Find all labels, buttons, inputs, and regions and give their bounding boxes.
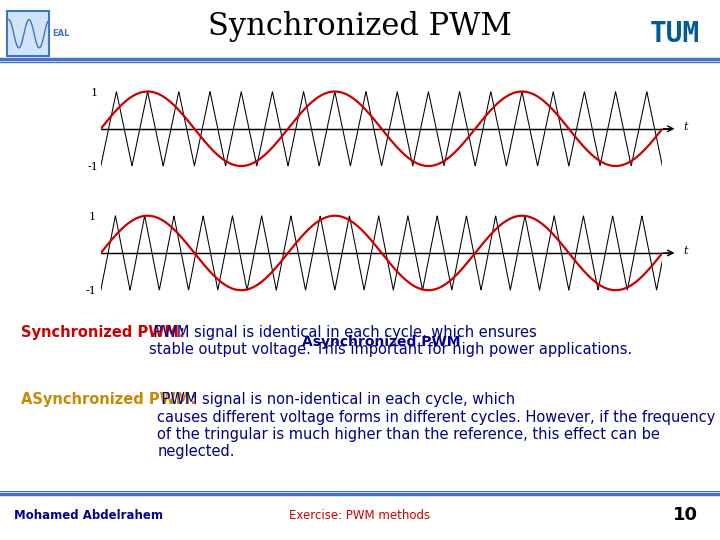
Bar [7, 11, 49, 56]
Text: PWM signal is identical in each cycle, which ensures
stable output voltage. This: PWM signal is identical in each cycle, w… [149, 325, 632, 357]
Text: Synchronized PWM: Synchronized PWM [208, 11, 512, 42]
Text: Synchronized PWM: Synchronized PWM [307, 211, 456, 225]
Text: 10: 10 [673, 506, 698, 524]
Text: Mohamed Abdelrahem: Mohamed Abdelrahem [14, 509, 163, 522]
Text: t: t [683, 122, 688, 132]
Text: Asynchronized PWM: Asynchronized PWM [302, 335, 461, 349]
Text: t: t [683, 246, 688, 256]
Text: Exercise: PWM methods: Exercise: PWM methods [289, 509, 431, 522]
Text: ASynchronized PWM:: ASynchronized PWM: [22, 392, 197, 407]
Text: TUM: TUM [650, 20, 700, 48]
Text: EAL: EAL [53, 29, 70, 38]
Text: Synchronized PWM:: Synchronized PWM: [22, 325, 185, 340]
Text: PWM signal is non-identical in each cycle, which
causes different voltage forms : PWM signal is non-identical in each cycl… [158, 392, 716, 460]
